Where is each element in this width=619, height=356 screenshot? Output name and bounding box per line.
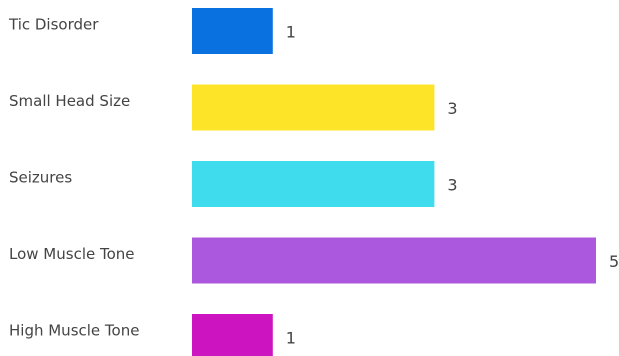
value-label-tic-disorder: 1 [286, 23, 296, 42]
category-label-tic-disorder: Tic Disorder [8, 16, 99, 34]
bar-tic-disorder [192, 8, 273, 54]
category-label-low-muscle-tone: Low Muscle Tone [9, 245, 135, 263]
category-label-high-muscle-tone: High Muscle Tone [9, 322, 139, 340]
category-label-small-head-size: Small Head Size [9, 92, 130, 110]
category-label-seizures: Seizures [9, 169, 72, 187]
value-label-high-muscle-tone: 1 [286, 329, 296, 348]
bar-small-head-size [192, 84, 435, 131]
bar-high-muscle-tone [192, 314, 273, 356]
value-label-small-head-size: 3 [447, 99, 457, 118]
value-label-seizures: 3 [447, 176, 457, 195]
bar-seizures [192, 161, 435, 207]
value-label-low-muscle-tone: 5 [609, 252, 619, 271]
bar-low-muscle-tone [192, 237, 596, 284]
